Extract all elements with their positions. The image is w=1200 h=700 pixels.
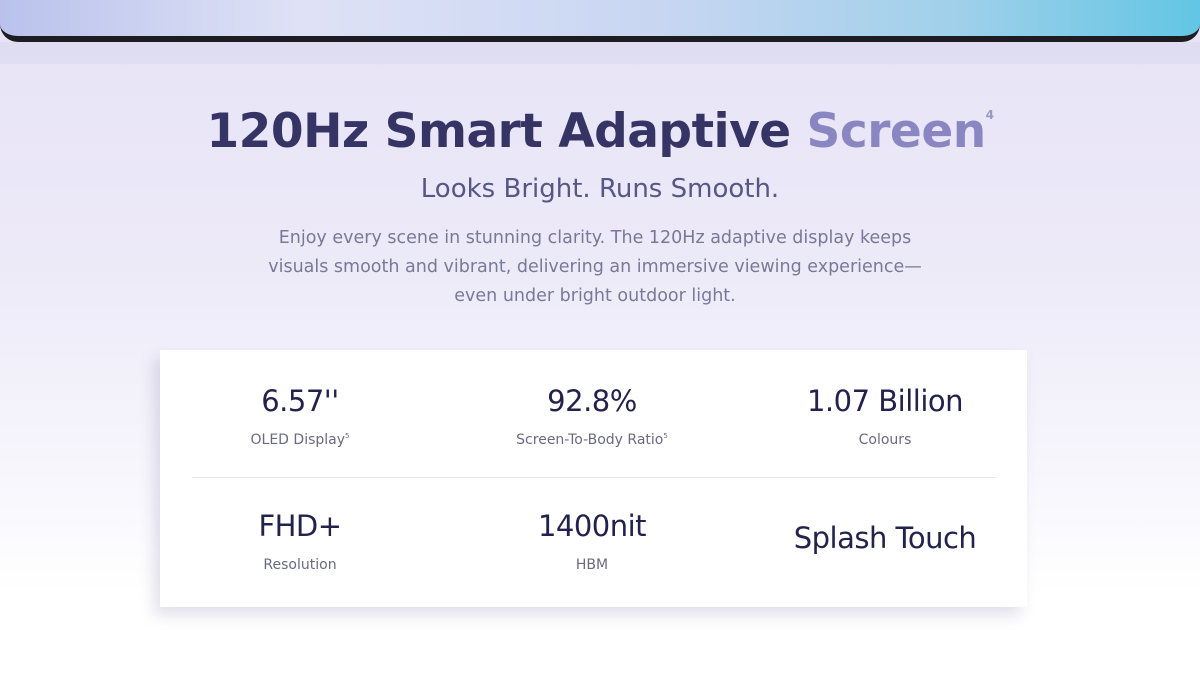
spec-label-text: Screen-To-Body Ratio <box>516 432 664 448</box>
spec-item: Splash Touch <box>740 475 1030 595</box>
spec-label: OLED Display5 <box>155 432 445 448</box>
spec-item: FHD+ Resolution <box>155 475 445 595</box>
spec-card: 6.57'' OLED Display5 92.8% Screen-To-Body R… <box>160 350 1027 607</box>
spec-item: 1.07 Billion Colours <box>740 350 1030 470</box>
spec-value: 6.57'' <box>261 384 339 418</box>
title-note: 4 <box>985 108 994 122</box>
phone-edge <box>0 0 1200 42</box>
spec-label: Resolution <box>155 557 445 573</box>
spec-value: FHD+ <box>258 509 342 543</box>
spec-value: Splash Touch <box>793 521 977 555</box>
spec-value: 1400nit <box>537 509 647 543</box>
spec-label: Screen-To-Body Ratio5 <box>447 432 737 448</box>
subtitle: Looks Bright. Runs Smooth. <box>420 174 780 204</box>
title-accent: Screen <box>806 104 987 159</box>
spec-label-text: OLED Display <box>250 432 346 448</box>
spec-value: 92.8% <box>547 384 637 418</box>
spec-value: 1.07 Billion <box>806 384 964 418</box>
spec-item: 1400nit HBM <box>447 475 737 595</box>
spec-item: 92.8% Screen-To-Body Ratio5 <box>447 350 737 470</box>
title-main: 120Hz Smart Adaptive <box>206 104 791 159</box>
spec-label: HBM <box>447 557 737 573</box>
spec-label-text: Resolution <box>263 557 337 573</box>
title: 120Hz Smart Adaptive Screen4 <box>0 104 1200 159</box>
description: Enjoy every scene in stunning clarity. T… <box>268 228 922 306</box>
spec-item: 6.57'' OLED Display5 <box>155 350 445 470</box>
spec-label-text: HBM <box>575 557 609 573</box>
spec-label-text: Colours <box>858 432 912 448</box>
spec-label: Colours <box>740 432 1030 448</box>
spec-note: 5 <box>663 432 668 440</box>
divider <box>192 477 995 478</box>
spec-note: 5 <box>345 432 350 440</box>
shadow-band <box>0 42 1200 64</box>
